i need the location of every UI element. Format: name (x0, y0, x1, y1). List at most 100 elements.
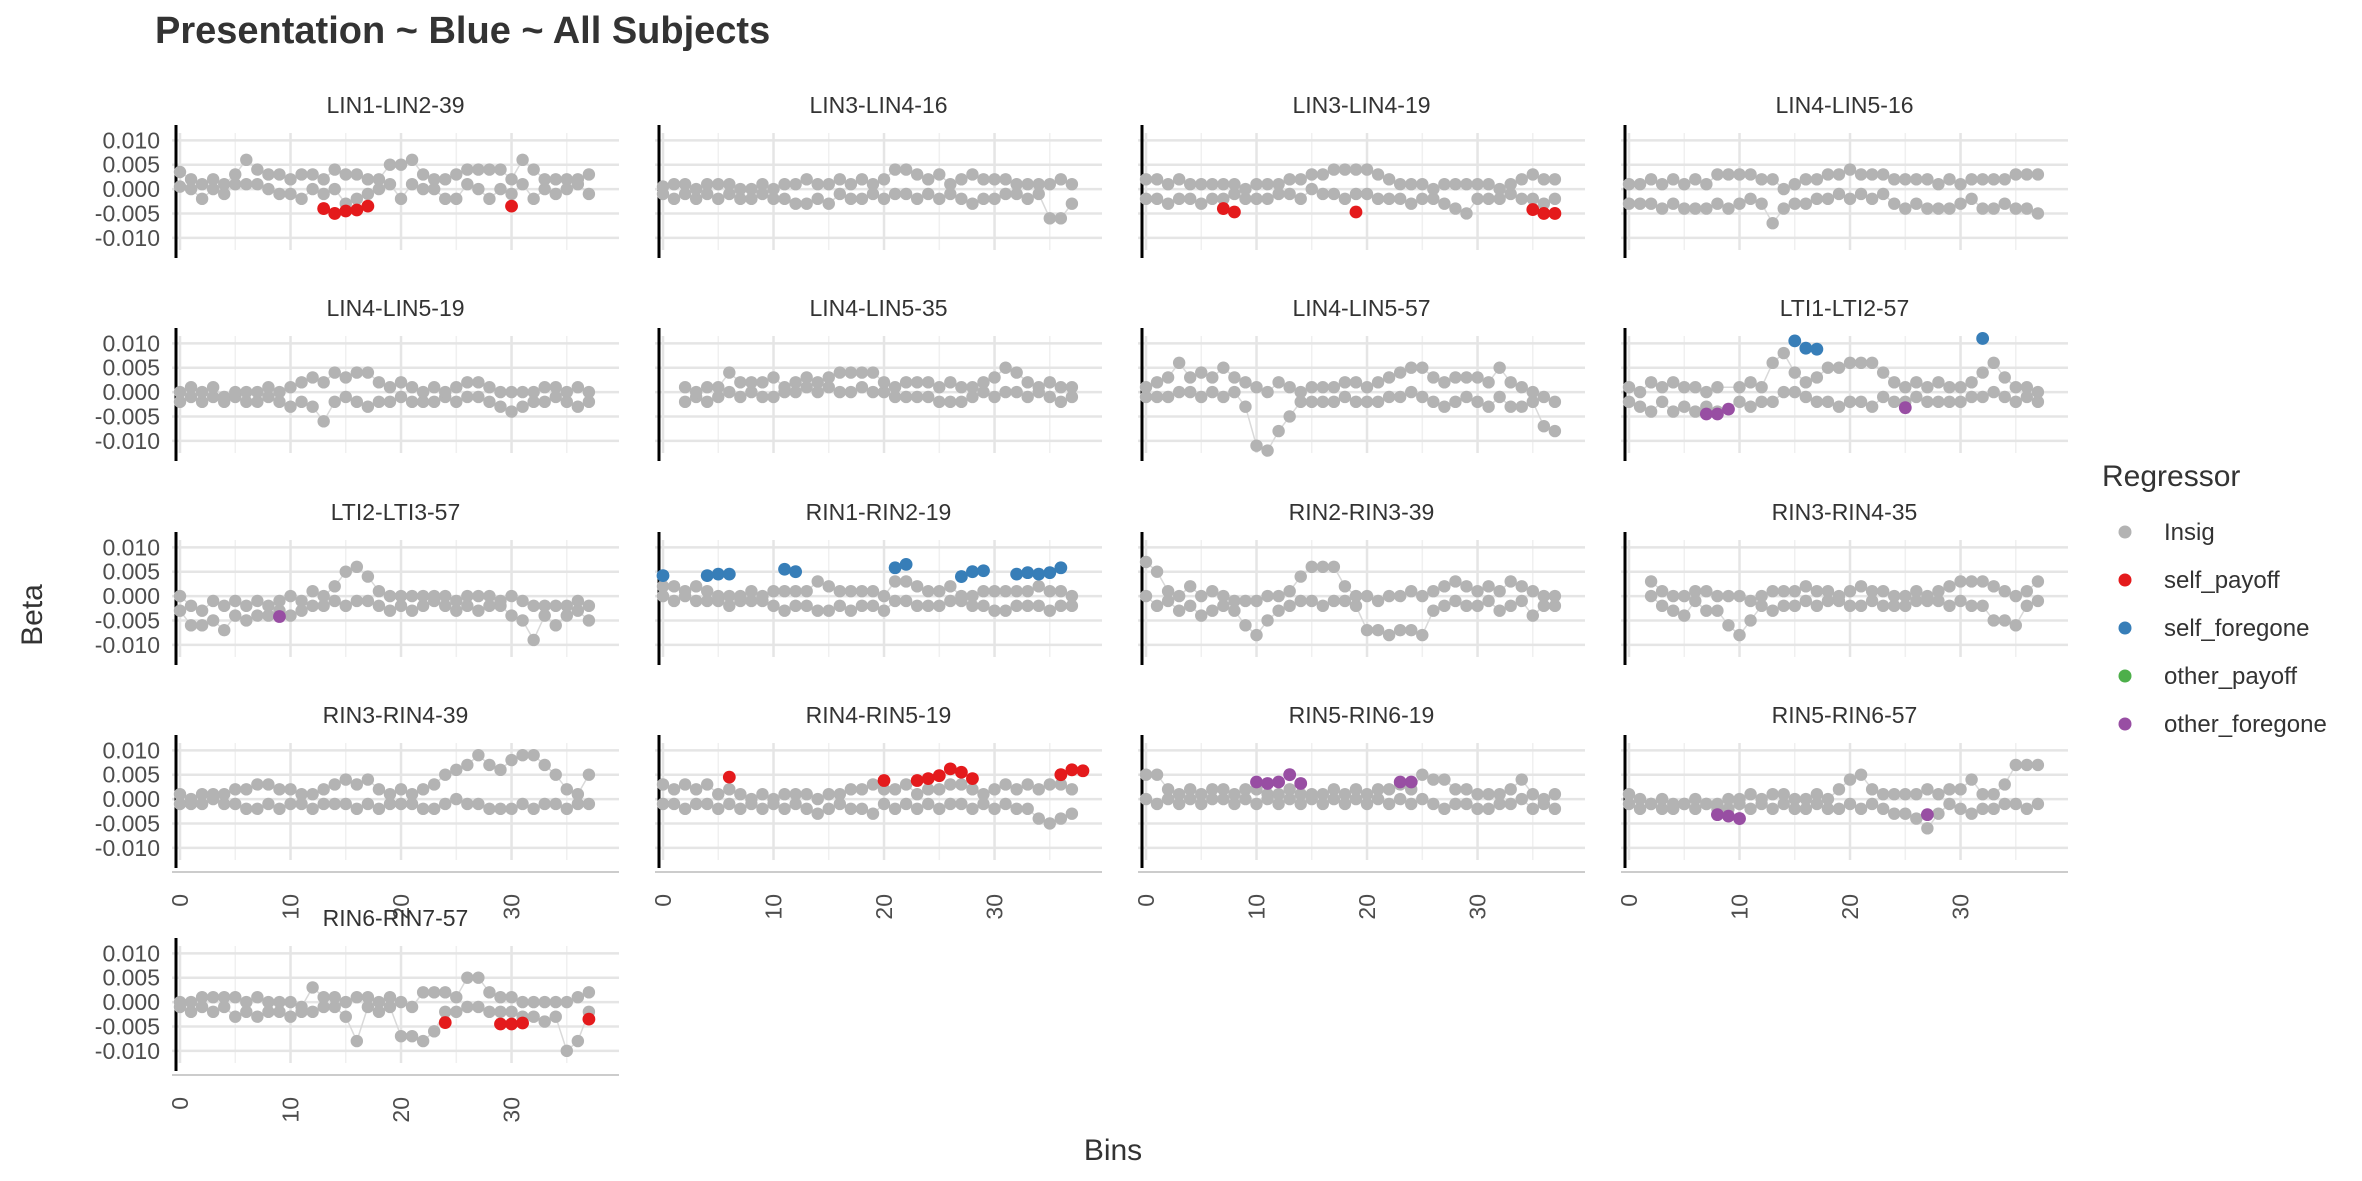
data-point-insig (1954, 802, 1967, 816)
data-point-insig (1843, 356, 1857, 370)
data-point-insig (472, 604, 485, 617)
data-point-insig (1416, 177, 1429, 191)
data-point-insig (1644, 405, 1658, 418)
data-point-insig (1965, 575, 1978, 588)
data-point-other-foregone (1294, 777, 1308, 790)
data-point-insig (218, 1000, 231, 1014)
data-point-insig (1382, 628, 1396, 642)
data-point-insig (1054, 599, 1068, 613)
panel-title: RIN1-RIN2-19 (806, 499, 952, 525)
data-point-insig (1206, 783, 1219, 796)
data-point-insig (505, 385, 518, 399)
data-point-insig (1261, 192, 1274, 206)
data-point-insig (1689, 584, 1702, 598)
data-point-insig (328, 797, 341, 811)
data-point-insig (549, 187, 562, 201)
data-point-insig (483, 192, 496, 206)
data-point-insig (734, 589, 747, 603)
data-point-insig (361, 1000, 375, 1014)
data-point-insig (1228, 187, 1241, 201)
data-point-insig (1711, 168, 1724, 181)
data-point-insig (1427, 584, 1440, 598)
panel-title: RIN6-RIN7-57 (323, 905, 469, 931)
data-point-insig (1195, 797, 1208, 811)
data-point-insig (1065, 783, 1079, 796)
data-point-insig (1032, 187, 1045, 201)
data-point-insig (1239, 400, 1252, 413)
data-point-insig (1261, 177, 1274, 191)
data-point-insig (1316, 787, 1330, 801)
data-point-insig (328, 182, 341, 196)
data-point-self-foregone (700, 569, 714, 582)
data-point-insig (273, 995, 286, 1009)
data-point-insig (218, 623, 231, 637)
data-point-insig (910, 390, 924, 404)
data-point-insig (218, 599, 231, 613)
data-point-insig (745, 192, 758, 206)
data-point-insig (483, 1005, 496, 1019)
data-point-insig (977, 787, 990, 801)
data-point-insig (195, 177, 209, 191)
data-point-insig (944, 395, 957, 409)
data-point-insig (1766, 173, 1779, 186)
data-point-insig (1316, 797, 1330, 811)
data-point-insig (1899, 807, 1912, 820)
data-point-insig (1821, 361, 1835, 374)
data-point-insig (173, 385, 187, 399)
data-point-insig (1021, 778, 1034, 791)
data-point-insig (582, 614, 596, 627)
data-point-insig (1482, 192, 1495, 206)
data-point-insig (1261, 589, 1274, 603)
data-point-insig (1021, 192, 1034, 206)
data-point-insig (1548, 395, 1562, 409)
data-point-self-foregone (888, 561, 902, 575)
data-point-insig (483, 395, 496, 409)
data-point-insig (1449, 395, 1462, 409)
data-point-insig (1504, 400, 1517, 413)
data-point-insig (1139, 768, 1153, 781)
data-point-insig (494, 802, 507, 816)
data-point-insig (877, 604, 891, 617)
data-point-insig (1777, 787, 1790, 801)
data-point-insig (1921, 783, 1934, 796)
data-point-insig (1371, 168, 1385, 181)
data-point-insig (1272, 424, 1285, 438)
data-point-insig (505, 609, 518, 622)
data-point-insig (933, 380, 946, 394)
data-point-insig (372, 599, 386, 613)
data-point-insig (206, 173, 220, 186)
data-point-insig (789, 197, 802, 210)
data-point-insig (516, 594, 529, 608)
data-point-insig (877, 192, 891, 206)
data-point-insig (206, 614, 220, 627)
data-point-insig (505, 187, 518, 201)
data-point-insig (1228, 797, 1241, 811)
data-point-insig (745, 594, 758, 608)
data-point-insig (855, 173, 869, 186)
data-point-insig (1065, 197, 1079, 210)
data-point-insig (689, 594, 703, 608)
y-tick-label: 0.005 (102, 762, 160, 788)
data-point-insig (877, 783, 891, 796)
data-point-insig (184, 1005, 198, 1019)
data-point-insig (1043, 817, 1056, 830)
data-point-insig (1678, 589, 1691, 603)
data-point-insig (1865, 192, 1879, 206)
panel-title: LIN3-LIN4-19 (1292, 92, 1430, 118)
data-point-insig (494, 385, 507, 399)
panel-title: RIN4-RIN5-19 (806, 702, 952, 728)
data-point-insig (1689, 202, 1702, 215)
data-point-insig (833, 584, 847, 598)
data-point-insig (1755, 589, 1768, 603)
data-point-insig (361, 773, 375, 786)
data-point-insig (1526, 168, 1539, 181)
data-point-insig (461, 177, 474, 191)
data-point-insig (383, 1000, 397, 1014)
data-point-insig (1043, 604, 1056, 617)
data-point-self-payoff (350, 203, 364, 217)
data-point-insig (1471, 584, 1484, 598)
data-point-insig (1250, 797, 1263, 811)
data-point-insig (877, 173, 891, 186)
data-point-insig (173, 604, 187, 617)
data-point-insig (416, 168, 430, 181)
